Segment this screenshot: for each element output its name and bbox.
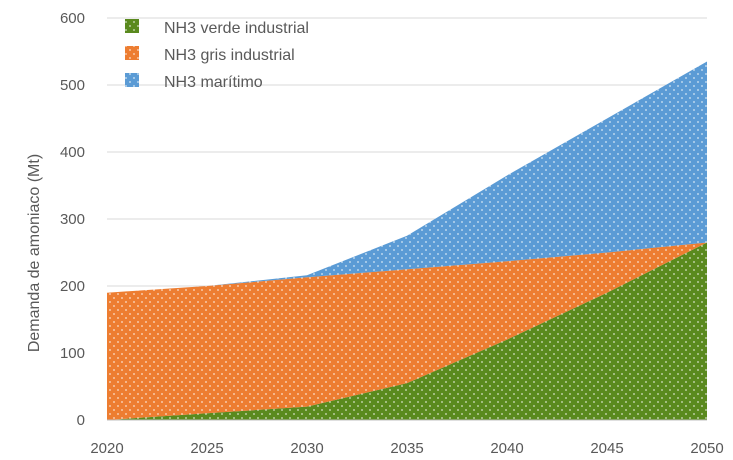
y-tick-label: 200 [60, 278, 85, 295]
area-pattern-nh3-gris-industrial [107, 242, 707, 420]
y-tick-label: 600 [60, 10, 85, 27]
legend-item: NH3 marítimo [125, 73, 263, 91]
y-tick-label: 0 [77, 412, 85, 429]
area-series-nh3-verde-industrial [107, 242, 707, 420]
legend-swatch-pattern [125, 46, 139, 60]
x-tick-label: 2040 [490, 440, 523, 457]
legend-swatch-pattern [125, 19, 139, 33]
x-tick-label: 2025 [190, 440, 223, 457]
legend-swatch-pattern [125, 73, 139, 87]
x-tick-label: 2045 [590, 440, 623, 457]
areas [107, 61, 707, 420]
y-axis-label: Demanda de amoniaco (Mt) [26, 154, 43, 352]
legend-label: NH3 gris industrial [164, 47, 295, 64]
x-tick-label: 2035 [390, 440, 423, 457]
area-series-nh3-maritimo [107, 61, 707, 293]
y-tick-label: 100 [60, 345, 85, 362]
x-tick-label: 2020 [90, 440, 123, 457]
y-tick-label: 500 [60, 77, 85, 94]
area-series-nh3-gris-industrial [107, 242, 707, 420]
x-tick-label: 2030 [290, 440, 323, 457]
legend-item: NH3 verde industrial [125, 19, 309, 37]
legend: NH3 verde industrial NH3 gris industrial N… [125, 19, 309, 91]
legend-label: NH3 marítimo [164, 74, 263, 91]
y-tick-label: 400 [60, 144, 85, 161]
y-tick-label: 300 [60, 211, 85, 228]
area-pattern-nh3-verde-industrial [107, 242, 707, 420]
legend-label: NH3 verde industrial [164, 20, 309, 37]
legend-item: NH3 gris industrial [125, 46, 295, 64]
x-tick-label: 2050 [690, 440, 723, 457]
area-pattern-nh3-maritimo [107, 61, 707, 293]
axes: 0 100 200 300 400 500 600 2020 2025 2030 2035 2040 2… [60, 10, 724, 457]
